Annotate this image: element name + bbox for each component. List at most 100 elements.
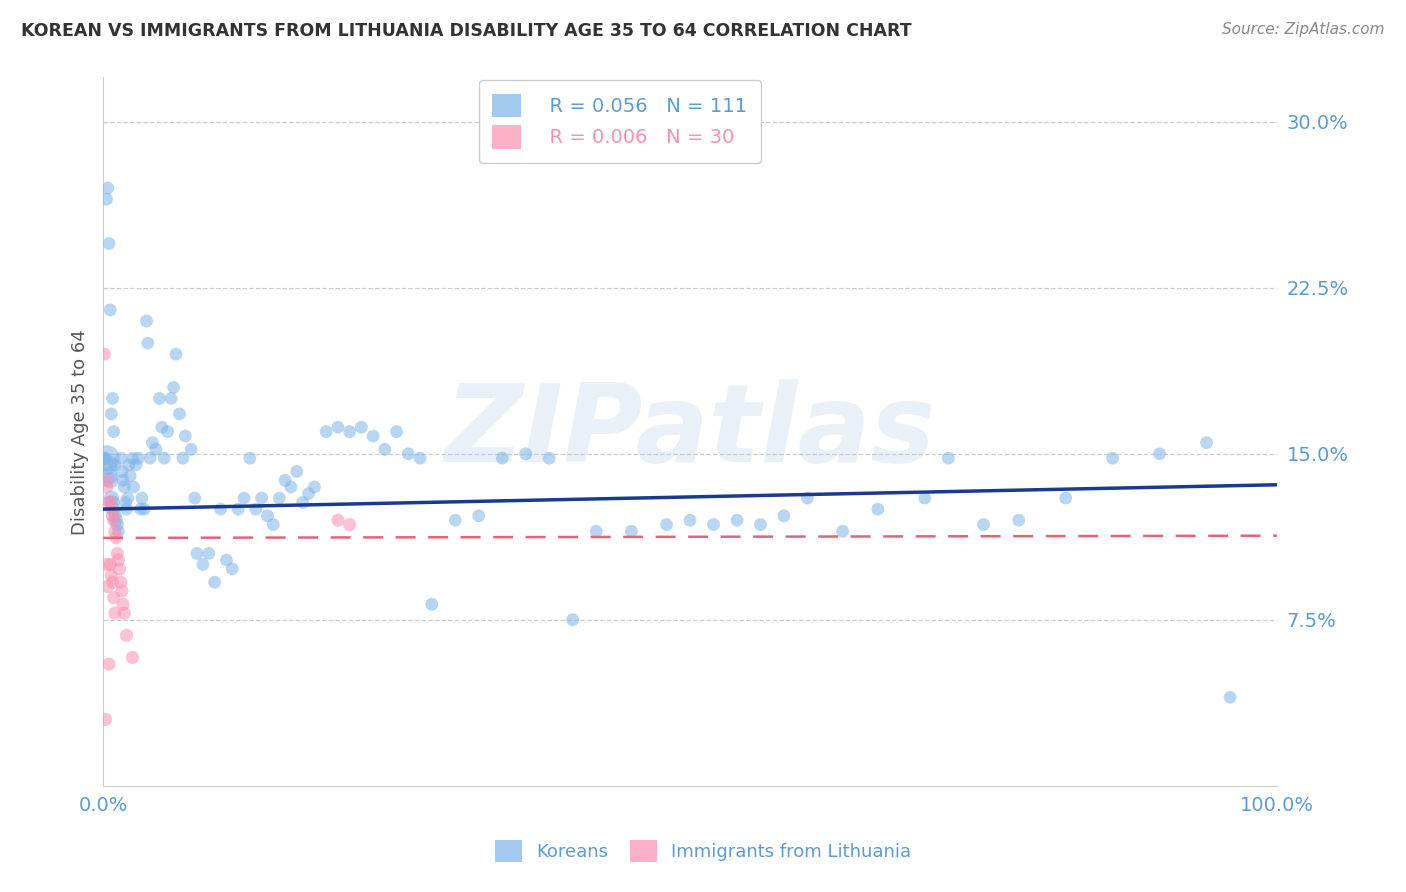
Point	[93, 451, 115, 466]
Point	[93, 347, 115, 361]
Point	[936, 451, 959, 466]
Point	[121, 451, 143, 466]
Point	[108, 562, 131, 576]
Point	[98, 469, 121, 483]
Point	[112, 606, 135, 620]
Text: Source: ZipAtlas.com: Source: ZipAtlas.com	[1222, 22, 1385, 37]
Point	[148, 392, 170, 406]
Point	[110, 451, 132, 466]
Point	[117, 491, 139, 505]
Point	[107, 553, 129, 567]
Point	[326, 513, 349, 527]
Point	[274, 473, 297, 487]
Point	[118, 458, 141, 472]
Point	[96, 480, 118, 494]
Point	[105, 531, 128, 545]
Point	[110, 575, 132, 590]
Point	[239, 451, 262, 466]
Point	[749, 517, 772, 532]
Point	[98, 236, 121, 251]
Point	[385, 425, 408, 439]
Point	[98, 495, 121, 509]
Point	[103, 425, 125, 439]
Point	[120, 469, 142, 483]
Point	[112, 480, 135, 494]
Point	[94, 713, 117, 727]
Point	[97, 473, 120, 487]
Point	[174, 429, 197, 443]
Point	[134, 502, 156, 516]
Point	[96, 451, 118, 466]
Point	[100, 568, 122, 582]
Point	[129, 502, 152, 516]
Point	[114, 495, 136, 509]
Point	[973, 517, 995, 532]
Point	[396, 447, 419, 461]
Point	[135, 314, 157, 328]
Point	[101, 392, 124, 406]
Legend: Koreans, Immigrants from Lithuania: Koreans, Immigrants from Lithuania	[488, 833, 918, 870]
Point	[773, 508, 796, 523]
Point	[107, 524, 129, 539]
Point	[221, 562, 243, 576]
Point	[1219, 690, 1241, 705]
Point	[1054, 491, 1077, 505]
Point	[914, 491, 936, 505]
Point	[538, 451, 561, 466]
Point	[339, 425, 361, 439]
Point	[1008, 513, 1031, 527]
Point	[491, 451, 513, 466]
Point	[702, 517, 724, 532]
Point	[153, 451, 176, 466]
Point	[104, 524, 127, 539]
Point	[186, 546, 208, 560]
Point	[409, 451, 432, 466]
Point	[111, 584, 134, 599]
Point	[136, 336, 159, 351]
Point	[98, 657, 121, 671]
Point	[796, 491, 818, 505]
Point	[655, 517, 678, 532]
Point	[172, 451, 194, 466]
Point	[304, 480, 326, 494]
Point	[150, 420, 173, 434]
Point	[256, 508, 278, 523]
Point	[94, 451, 117, 466]
Point	[831, 524, 853, 539]
Point	[725, 513, 748, 527]
Point	[122, 480, 145, 494]
Point	[165, 347, 187, 361]
Legend:   R = 0.056   N = 111,   R = 0.006   N = 30: R = 0.056 N = 111, R = 0.006 N = 30	[478, 80, 761, 162]
Point	[100, 407, 122, 421]
Point	[233, 491, 256, 505]
Point	[226, 502, 249, 516]
Point	[111, 465, 134, 479]
Point	[269, 491, 291, 505]
Point	[103, 502, 125, 516]
Point	[103, 591, 125, 605]
Point	[104, 606, 127, 620]
Point	[105, 513, 128, 527]
Point	[127, 451, 149, 466]
Point	[100, 502, 122, 516]
Point	[160, 392, 183, 406]
Text: ZIPatlas: ZIPatlas	[444, 378, 935, 484]
Point	[866, 502, 889, 516]
Point	[141, 435, 163, 450]
Point	[105, 517, 128, 532]
Point	[350, 420, 373, 434]
Point	[468, 508, 491, 523]
Point	[1195, 435, 1218, 450]
Point	[98, 302, 121, 317]
Point	[191, 558, 214, 572]
Point	[139, 451, 162, 466]
Point	[125, 458, 148, 472]
Point	[101, 508, 124, 523]
Point	[204, 575, 226, 590]
Point	[280, 480, 302, 494]
Point	[215, 553, 238, 567]
Point	[285, 465, 308, 479]
Point	[97, 458, 120, 472]
Point	[180, 442, 202, 457]
Point	[100, 491, 122, 505]
